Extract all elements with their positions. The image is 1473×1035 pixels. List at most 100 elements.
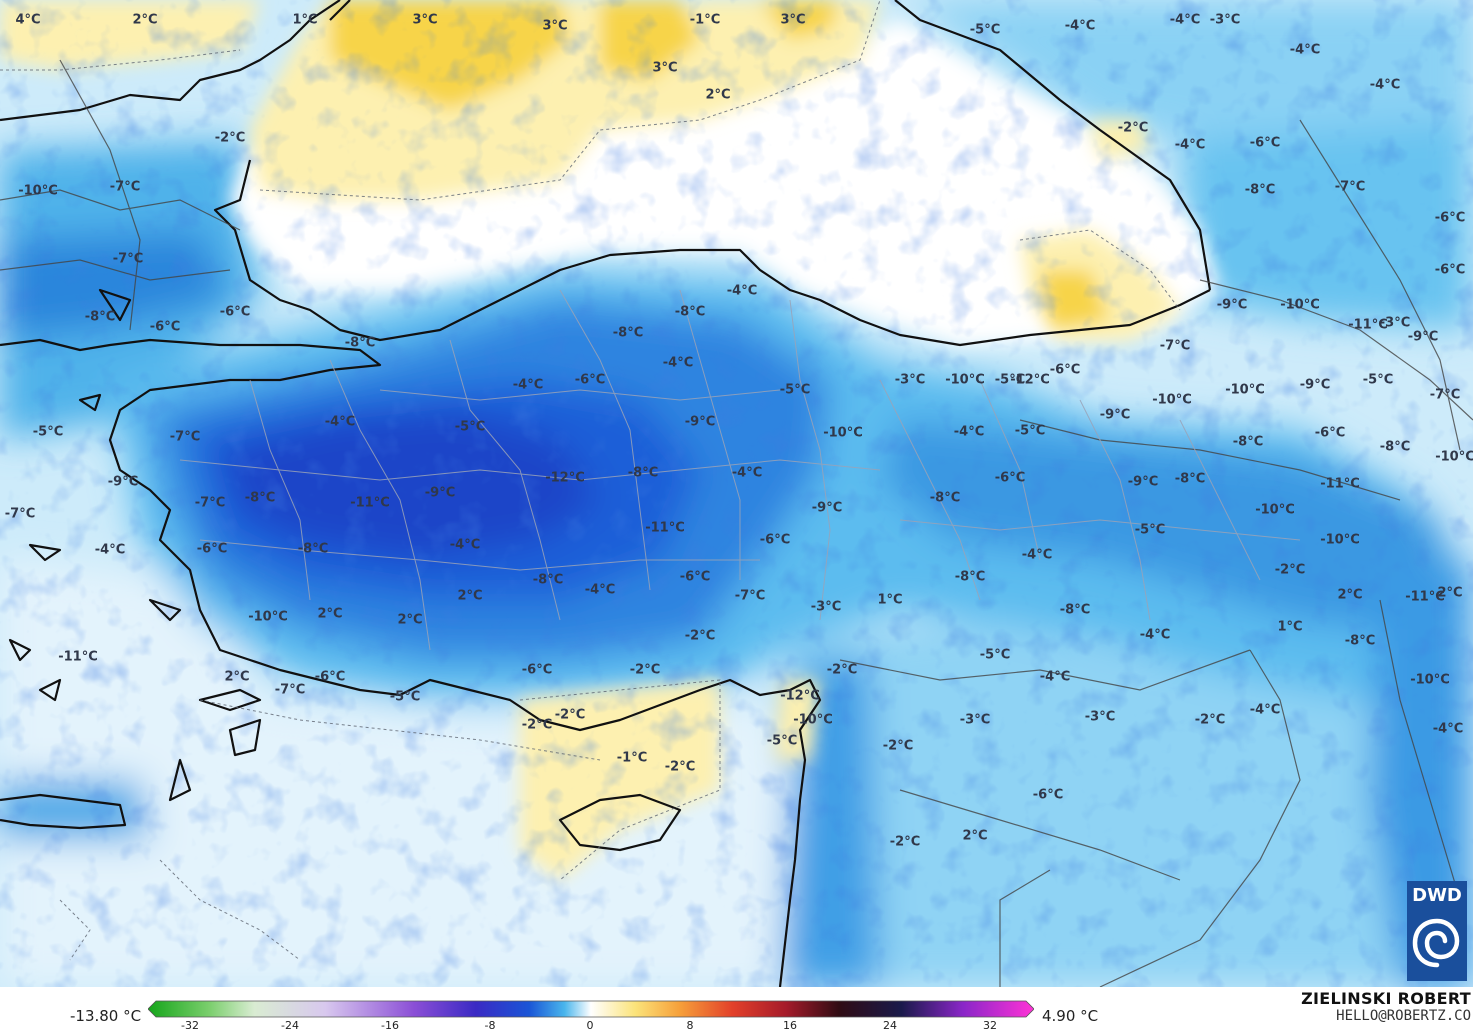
temperature-label: -8°C xyxy=(930,491,960,506)
temperature-label: -10°C xyxy=(1255,503,1295,518)
temperature-label: -2°C xyxy=(827,663,857,678)
dwd-swirl-icon xyxy=(1412,918,1460,968)
legend-tick: 8 xyxy=(686,1019,694,1032)
temperature-label: -9°C xyxy=(812,501,842,516)
temperature-label: -6°C xyxy=(1050,363,1080,378)
temperature-label: -2°C xyxy=(1118,121,1148,136)
temperature-label: -9°C xyxy=(108,475,138,490)
temperature-label: -9°C xyxy=(1128,475,1158,490)
temperature-label: -10°C xyxy=(1435,450,1473,465)
temperature-label: -10°C xyxy=(945,373,985,388)
temperature-label: -8°C xyxy=(628,466,658,481)
temperature-label: 4°C xyxy=(15,13,40,28)
temperature-label: -7°C xyxy=(1335,180,1365,195)
temperature-label: -3°C xyxy=(811,600,841,615)
temperature-label: -8°C xyxy=(1245,183,1275,198)
temperature-label: 1°C xyxy=(292,13,317,28)
temperature-map: 4°C 2°C 1°C 3°C 3°C -1°C 3°C 3°C 2°C -5°C -4°C -4°C… xyxy=(0,0,1473,987)
temperature-label: 1°C xyxy=(877,593,902,608)
temperature-label: 2°C xyxy=(397,613,422,628)
temperature-label: -8°C xyxy=(1175,472,1205,487)
temperature-label: -3°C xyxy=(895,373,925,388)
temperature-label: -4°C xyxy=(95,543,125,558)
temperature-label: -6°C xyxy=(1033,788,1063,803)
author-email: HELLO@ROBERTZ.CO xyxy=(1336,1008,1471,1024)
temperature-label: -4°C xyxy=(1170,13,1200,28)
temperature-label: -6°C xyxy=(522,663,552,678)
temperature-label: -8°C xyxy=(1233,435,1263,450)
legend-tick: 24 xyxy=(883,1019,897,1032)
temperature-label: -11°C xyxy=(1405,590,1445,605)
temperature-label: 3°C xyxy=(780,13,805,28)
temperature-label: -10°C xyxy=(18,184,58,199)
temperature-label: -5°C xyxy=(995,373,1025,388)
temperature-label: -8°C xyxy=(298,542,328,557)
temperature-label: -4°C xyxy=(1022,548,1052,563)
temperature-labels: 4°C 2°C 1°C 3°C 3°C -1°C 3°C 3°C 2°C -5°C -4°C -4°C… xyxy=(5,13,1473,850)
temperature-label: -6°C xyxy=(1250,136,1280,151)
temperature-label: -6°C xyxy=(315,670,345,685)
temperature-label: -8°C xyxy=(675,305,705,320)
temperature-label: -10°C xyxy=(248,610,288,625)
temperature-label: -7°C xyxy=(110,180,140,195)
temperature-label: -4°C xyxy=(513,378,543,393)
temperature-label: 2°C xyxy=(317,607,342,622)
temperature-label: -9°C xyxy=(1217,298,1247,313)
temperature-label: -2°C xyxy=(665,760,695,775)
temperature-label: 1°C xyxy=(1277,620,1302,635)
temperature-label: -4°C xyxy=(954,425,984,440)
temperature-label: -10°C xyxy=(1320,533,1360,548)
temperature-label: -10°C xyxy=(1280,298,1320,313)
temperature-label: -10°C xyxy=(793,713,833,728)
temperature-label: -12°C xyxy=(545,471,585,486)
temperature-label: -7°C xyxy=(275,683,305,698)
province-lines xyxy=(179,289,1301,651)
temperature-label: -3°C xyxy=(960,713,990,728)
temperature-label: -11°C xyxy=(350,496,390,511)
temperature-label: -4°C xyxy=(1140,628,1170,643)
zero-contours xyxy=(0,0,1181,961)
temperature-label: -4°C xyxy=(1370,78,1400,93)
temperature-label: -5°C xyxy=(767,734,797,749)
temperature-label: -12°C xyxy=(1010,373,1050,388)
temperature-label: -3°C xyxy=(1210,13,1240,28)
temperature-label: -5°C xyxy=(1363,373,1393,388)
temperature-label: -8°C xyxy=(345,336,375,351)
temperature-label: -8°C xyxy=(1345,634,1375,649)
temperature-label: -6°C xyxy=(1435,211,1465,226)
temperature-label: -12°C xyxy=(780,689,820,704)
legend-tick: -32 xyxy=(181,1019,199,1032)
temperature-label: 2°C xyxy=(224,670,249,685)
temperature-label: -7°C xyxy=(1160,339,1190,354)
temperature-label: -7°C xyxy=(5,507,35,522)
temperature-label: -11°C xyxy=(58,650,98,665)
temperature-label: -4°C xyxy=(1175,138,1205,153)
temperature-label: -5°C xyxy=(1015,424,1045,439)
temperature-label: -7°C xyxy=(735,589,765,604)
temperature-label: -7°C xyxy=(113,252,143,267)
legend-max-label: 4.90 °C xyxy=(1042,1007,1099,1025)
dwd-logo-text: DWD xyxy=(1412,885,1462,906)
temperature-label: -5°C xyxy=(390,690,420,705)
temperature-label: -6°C xyxy=(197,542,227,557)
dwd-logo: DWD xyxy=(1407,881,1467,981)
temperature-label: -2°C xyxy=(522,718,552,733)
temperature-label: 2°C xyxy=(962,829,987,844)
temperature-label: -8°C xyxy=(1060,603,1090,618)
temperature-label: -10°C xyxy=(1410,673,1450,688)
temperature-label: -9°C xyxy=(685,415,715,430)
temperature-label: -10°C xyxy=(1225,383,1265,398)
legend-tick: -8 xyxy=(484,1019,496,1032)
temperature-label: -1°C xyxy=(617,751,647,766)
temperature-label: -7°C xyxy=(1430,388,1460,403)
temperature-label: -6°C xyxy=(150,320,180,335)
temperature-label: -9°C xyxy=(1408,330,1438,345)
temperature-label: -5°C xyxy=(970,23,1000,38)
temperature-label: -6°C xyxy=(995,471,1025,486)
temperature-label: -7°C xyxy=(195,496,225,511)
temperature-label: -4°C xyxy=(732,466,762,481)
temperature-label: -2°C xyxy=(890,835,920,850)
temperature-label: -4°C xyxy=(450,538,480,553)
temperature-label: -3°C xyxy=(1380,316,1410,331)
temperature-label: 2°C xyxy=(1337,588,1362,603)
